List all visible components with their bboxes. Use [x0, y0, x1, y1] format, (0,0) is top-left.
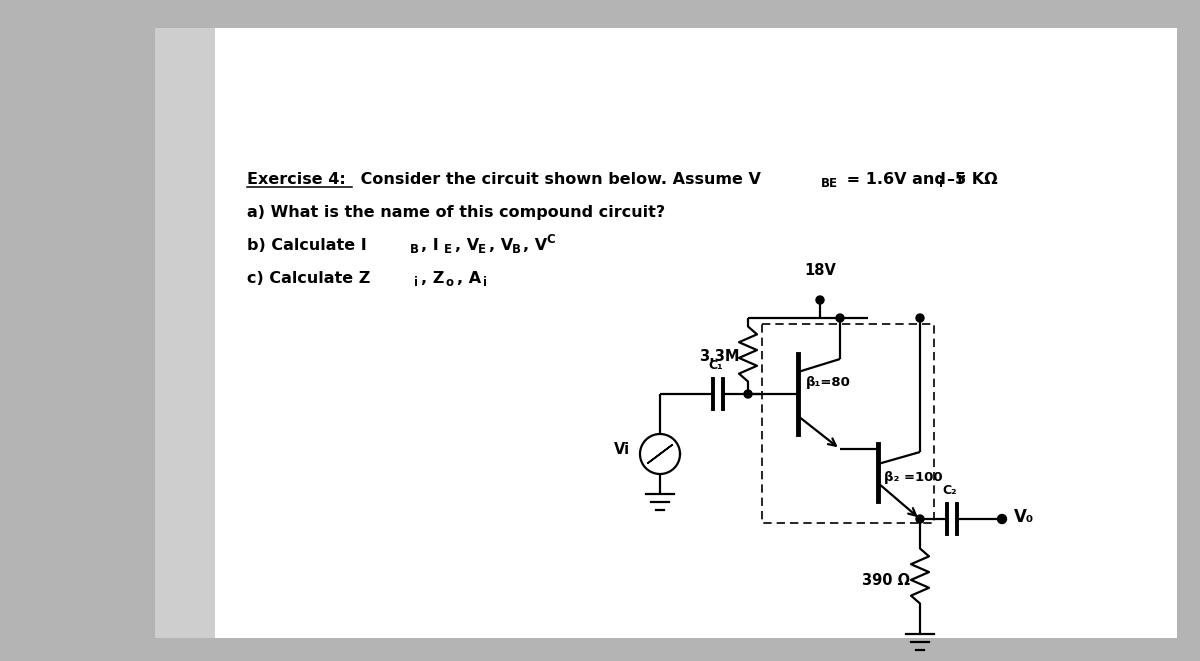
Text: –5 KΩ: –5 KΩ: [947, 172, 997, 187]
Text: β₁=80: β₁=80: [806, 376, 851, 389]
Text: C: C: [546, 233, 554, 246]
Text: a) What is the name of this compound circuit?: a) What is the name of this compound cir…: [247, 205, 665, 220]
Text: , Z: , Z: [421, 271, 444, 286]
Text: 18V: 18V: [804, 263, 836, 278]
Bar: [762, 324, 934, 523]
Bar: [155, 28, 1177, 638]
Bar: [155, 28, 215, 638]
Text: i: i: [940, 177, 943, 190]
Text: E: E: [478, 243, 486, 256]
Text: i: i: [414, 276, 418, 289]
Circle shape: [816, 296, 824, 304]
Circle shape: [916, 515, 924, 523]
Text: , V: , V: [455, 238, 479, 253]
Text: C₁: C₁: [709, 359, 724, 372]
Text: , V: , V: [523, 238, 547, 253]
Text: B: B: [410, 243, 419, 256]
Text: Exercise 4:: Exercise 4:: [247, 172, 346, 187]
Circle shape: [744, 390, 752, 398]
Circle shape: [916, 314, 924, 322]
Text: β₂ =100: β₂ =100: [884, 471, 943, 484]
Circle shape: [836, 314, 844, 322]
Text: Vi: Vi: [614, 442, 630, 457]
Text: , I: , I: [421, 238, 439, 253]
Text: 3.3M: 3.3M: [700, 349, 740, 364]
Text: o: o: [446, 276, 454, 289]
Text: i: i: [482, 276, 487, 289]
Text: E: E: [444, 243, 452, 256]
Text: V₀: V₀: [1014, 508, 1034, 526]
Text: B: B: [512, 243, 521, 256]
Text: = 1.6V and  r: = 1.6V and r: [841, 172, 965, 187]
Text: , V: , V: [490, 238, 514, 253]
Text: , A: , A: [457, 271, 481, 286]
Text: b) Calculate I: b) Calculate I: [247, 238, 367, 253]
Circle shape: [997, 514, 1007, 524]
Text: BE: BE: [821, 177, 838, 190]
Text: c) Calculate Z: c) Calculate Z: [247, 271, 371, 286]
Text: Consider the circuit shown below. Assume V: Consider the circuit shown below. Assume…: [355, 172, 761, 187]
Text: 390 Ω: 390 Ω: [862, 573, 910, 588]
Text: C₂: C₂: [943, 484, 958, 497]
